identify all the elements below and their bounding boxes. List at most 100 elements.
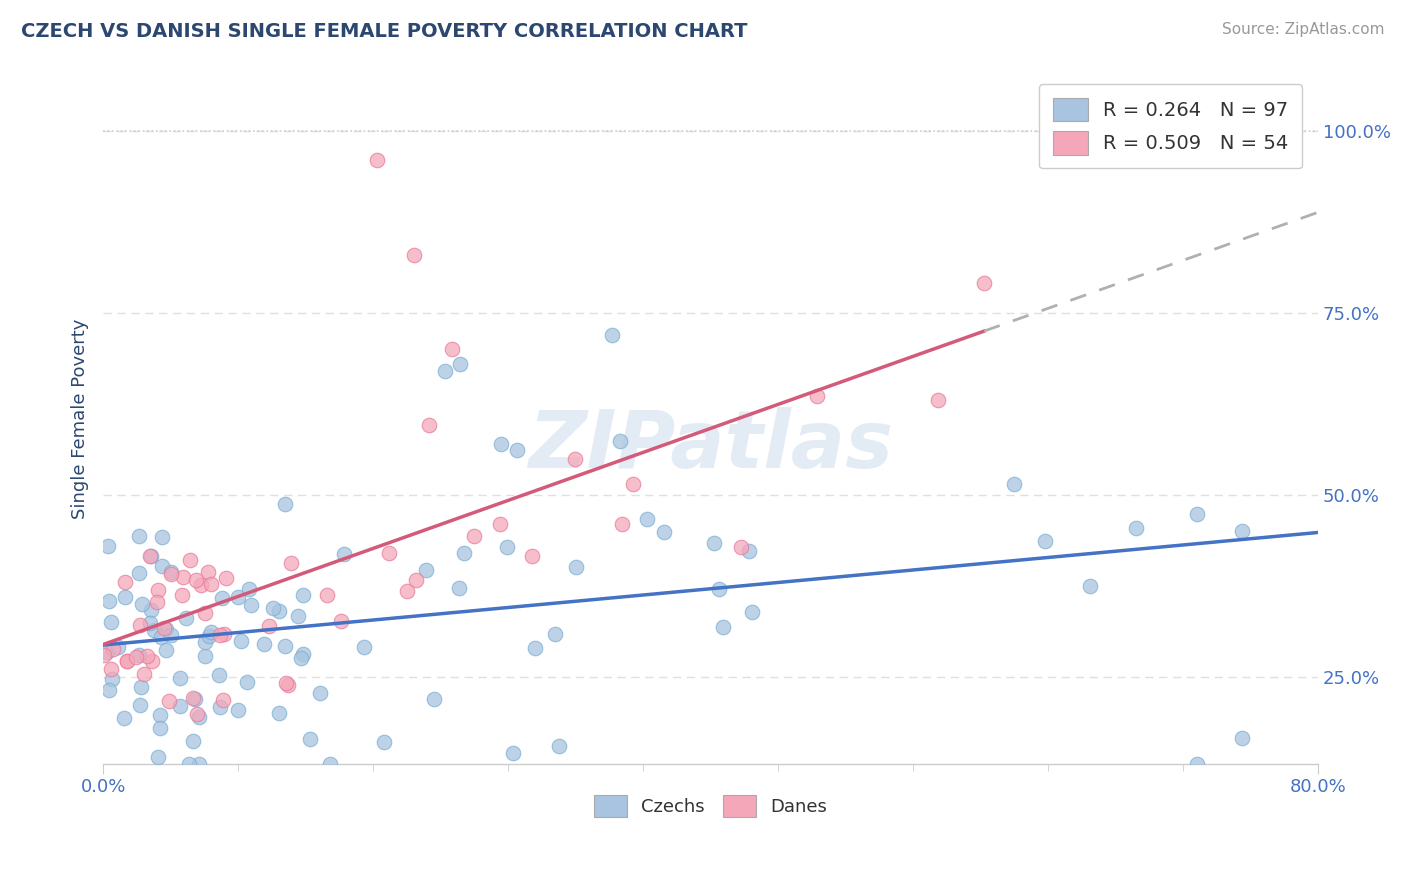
Point bbox=[1125, 521, 1147, 535]
Point bbox=[226, 703, 249, 717]
Legend: Czechs, Danes: Czechs, Danes bbox=[588, 788, 834, 824]
Point bbox=[115, 654, 138, 668]
Point bbox=[177, 756, 200, 771]
Point bbox=[146, 594, 169, 608]
Point bbox=[709, 582, 731, 596]
Point bbox=[134, 667, 156, 681]
Point bbox=[332, 547, 354, 561]
Point bbox=[114, 591, 136, 605]
Point bbox=[1002, 477, 1025, 491]
Point bbox=[179, 553, 201, 567]
Point bbox=[565, 560, 588, 574]
Point bbox=[128, 566, 150, 581]
Point bbox=[612, 516, 634, 531]
Point bbox=[373, 735, 395, 749]
Point bbox=[194, 606, 217, 620]
Point bbox=[315, 588, 337, 602]
Y-axis label: Single Female Poverty: Single Female Poverty bbox=[72, 318, 89, 518]
Point bbox=[1033, 534, 1056, 549]
Point bbox=[330, 614, 353, 628]
Point bbox=[290, 651, 312, 665]
Point bbox=[238, 582, 260, 596]
Point bbox=[107, 640, 129, 655]
Point bbox=[155, 643, 177, 657]
Point bbox=[505, 442, 527, 457]
Point bbox=[652, 524, 675, 539]
Point bbox=[160, 565, 183, 579]
Point bbox=[150, 559, 173, 574]
Point bbox=[142, 624, 165, 638]
Point bbox=[200, 577, 222, 591]
Point bbox=[564, 451, 586, 466]
Point bbox=[274, 640, 297, 654]
Point bbox=[97, 593, 120, 607]
Point bbox=[141, 603, 163, 617]
Point bbox=[447, 581, 470, 595]
Point bbox=[463, 529, 485, 543]
Point bbox=[97, 682, 120, 697]
Point bbox=[190, 578, 212, 592]
Point bbox=[212, 627, 235, 641]
Point bbox=[150, 531, 173, 545]
Point bbox=[93, 648, 115, 662]
Point bbox=[1230, 524, 1253, 538]
Point bbox=[148, 750, 170, 764]
Point bbox=[415, 564, 437, 578]
Point bbox=[378, 546, 401, 560]
Point bbox=[169, 699, 191, 714]
Point bbox=[262, 601, 284, 615]
Point bbox=[155, 622, 177, 636]
Point bbox=[495, 540, 517, 554]
Point bbox=[547, 739, 569, 753]
Point bbox=[489, 437, 512, 451]
Point bbox=[125, 650, 148, 665]
Point bbox=[129, 680, 152, 694]
Point bbox=[231, 634, 253, 648]
Point bbox=[287, 609, 309, 624]
Point bbox=[236, 675, 259, 690]
Point bbox=[139, 549, 162, 563]
Point bbox=[520, 549, 543, 564]
Point bbox=[621, 477, 644, 491]
Point bbox=[274, 676, 297, 690]
Text: CZECH VS DANISH SINGLE FEMALE POVERTY CORRELATION CHART: CZECH VS DANISH SINGLE FEMALE POVERTY CO… bbox=[21, 22, 748, 41]
Point bbox=[280, 557, 302, 571]
Point bbox=[269, 706, 291, 720]
Point bbox=[211, 591, 233, 605]
Point bbox=[184, 692, 207, 706]
Point bbox=[927, 393, 949, 408]
Point bbox=[253, 637, 276, 651]
Point bbox=[208, 700, 231, 714]
Point bbox=[160, 566, 183, 581]
Point bbox=[152, 621, 174, 635]
Point bbox=[257, 619, 280, 633]
Point bbox=[157, 694, 180, 708]
Point bbox=[711, 620, 734, 634]
Point bbox=[172, 570, 194, 584]
Point bbox=[212, 693, 235, 707]
Point bbox=[703, 536, 725, 550]
Point bbox=[97, 539, 120, 553]
Point bbox=[187, 756, 209, 771]
Point bbox=[96, 645, 118, 659]
Point bbox=[298, 731, 321, 746]
Point bbox=[395, 584, 418, 599]
Point bbox=[200, 625, 222, 640]
Point bbox=[100, 662, 122, 676]
Point bbox=[131, 597, 153, 611]
Point bbox=[194, 649, 217, 664]
Point bbox=[441, 343, 464, 357]
Point bbox=[1078, 579, 1101, 593]
Point bbox=[433, 364, 456, 378]
Point bbox=[423, 692, 446, 706]
Point bbox=[730, 541, 752, 555]
Point bbox=[737, 544, 759, 558]
Point bbox=[128, 648, 150, 663]
Point bbox=[198, 629, 221, 643]
Point bbox=[973, 276, 995, 290]
Point bbox=[214, 571, 236, 585]
Point bbox=[291, 588, 314, 602]
Point bbox=[609, 434, 631, 448]
Point bbox=[115, 654, 138, 668]
Point bbox=[101, 641, 124, 656]
